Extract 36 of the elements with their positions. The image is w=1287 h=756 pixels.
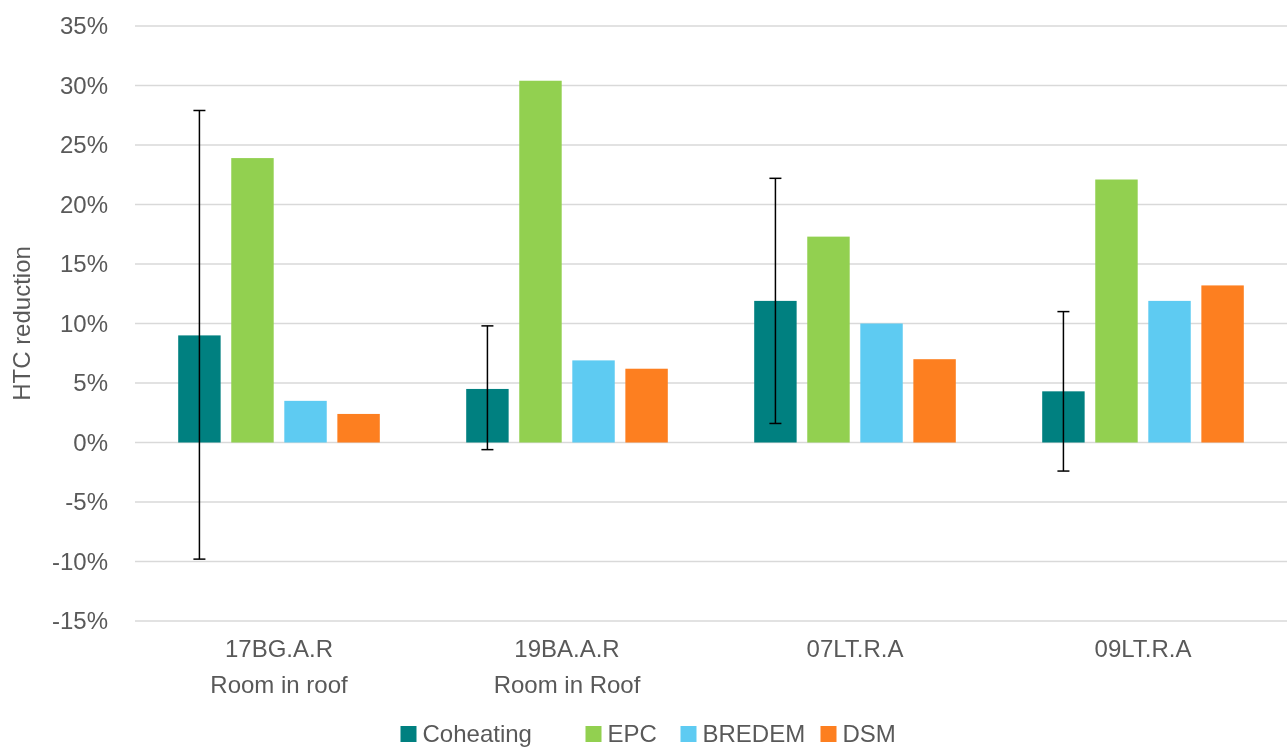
y-tick-label: -5% bbox=[65, 488, 108, 516]
x-tick-label: 07LT.R.A bbox=[806, 635, 904, 662]
y-axis-title: HTC reduction bbox=[8, 246, 35, 401]
bar bbox=[178, 335, 221, 443]
y-tick-label: 10% bbox=[59, 309, 108, 337]
bar bbox=[1042, 391, 1085, 443]
bar bbox=[754, 300, 797, 443]
y-tick-label: 20% bbox=[59, 190, 108, 218]
y-tick-label: 5% bbox=[73, 369, 108, 397]
bar bbox=[572, 360, 615, 443]
x-tick-label: 19BA.A.R Room in Roof bbox=[493, 635, 641, 698]
y-tick-label: -15% bbox=[51, 607, 108, 635]
y-tick-label: 15% bbox=[59, 250, 108, 278]
bar bbox=[1148, 300, 1191, 443]
bar bbox=[807, 236, 850, 443]
x-tick-label: 09LT.R.A bbox=[1094, 635, 1192, 662]
x-tick-label: 17BG.A.R Room in roof bbox=[210, 635, 349, 698]
legend-label: EPC bbox=[607, 720, 657, 747]
bar bbox=[860, 323, 903, 443]
y-tick-label: 0% bbox=[73, 428, 108, 456]
bar bbox=[625, 368, 668, 443]
legend-label: DSM bbox=[842, 720, 896, 747]
legend-label: BREDEM bbox=[702, 720, 806, 747]
bar bbox=[284, 400, 327, 443]
bar bbox=[231, 158, 274, 443]
y-tick-label: -10% bbox=[51, 547, 108, 575]
bar bbox=[519, 80, 562, 443]
y-tick-label: 30% bbox=[59, 71, 108, 99]
bar bbox=[337, 413, 380, 443]
bar bbox=[466, 388, 509, 443]
legend-label: Coheating bbox=[422, 720, 532, 747]
bar bbox=[1201, 285, 1244, 443]
y-tick-label: 35% bbox=[59, 12, 108, 40]
bar bbox=[1095, 179, 1138, 443]
bar bbox=[913, 359, 956, 443]
y-tick-label: 25% bbox=[59, 131, 108, 159]
